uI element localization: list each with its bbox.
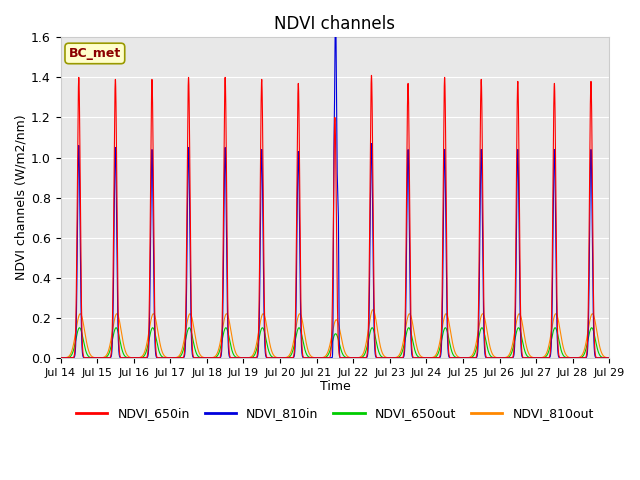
X-axis label: Time: Time [319, 380, 350, 393]
Text: BC_met: BC_met [68, 47, 121, 60]
Y-axis label: NDVI channels (W/m2/nm): NDVI channels (W/m2/nm) [15, 115, 28, 280]
Title: NDVI channels: NDVI channels [275, 15, 396, 33]
Legend: NDVI_650in, NDVI_810in, NDVI_650out, NDVI_810out: NDVI_650in, NDVI_810in, NDVI_650out, NDV… [71, 403, 598, 425]
